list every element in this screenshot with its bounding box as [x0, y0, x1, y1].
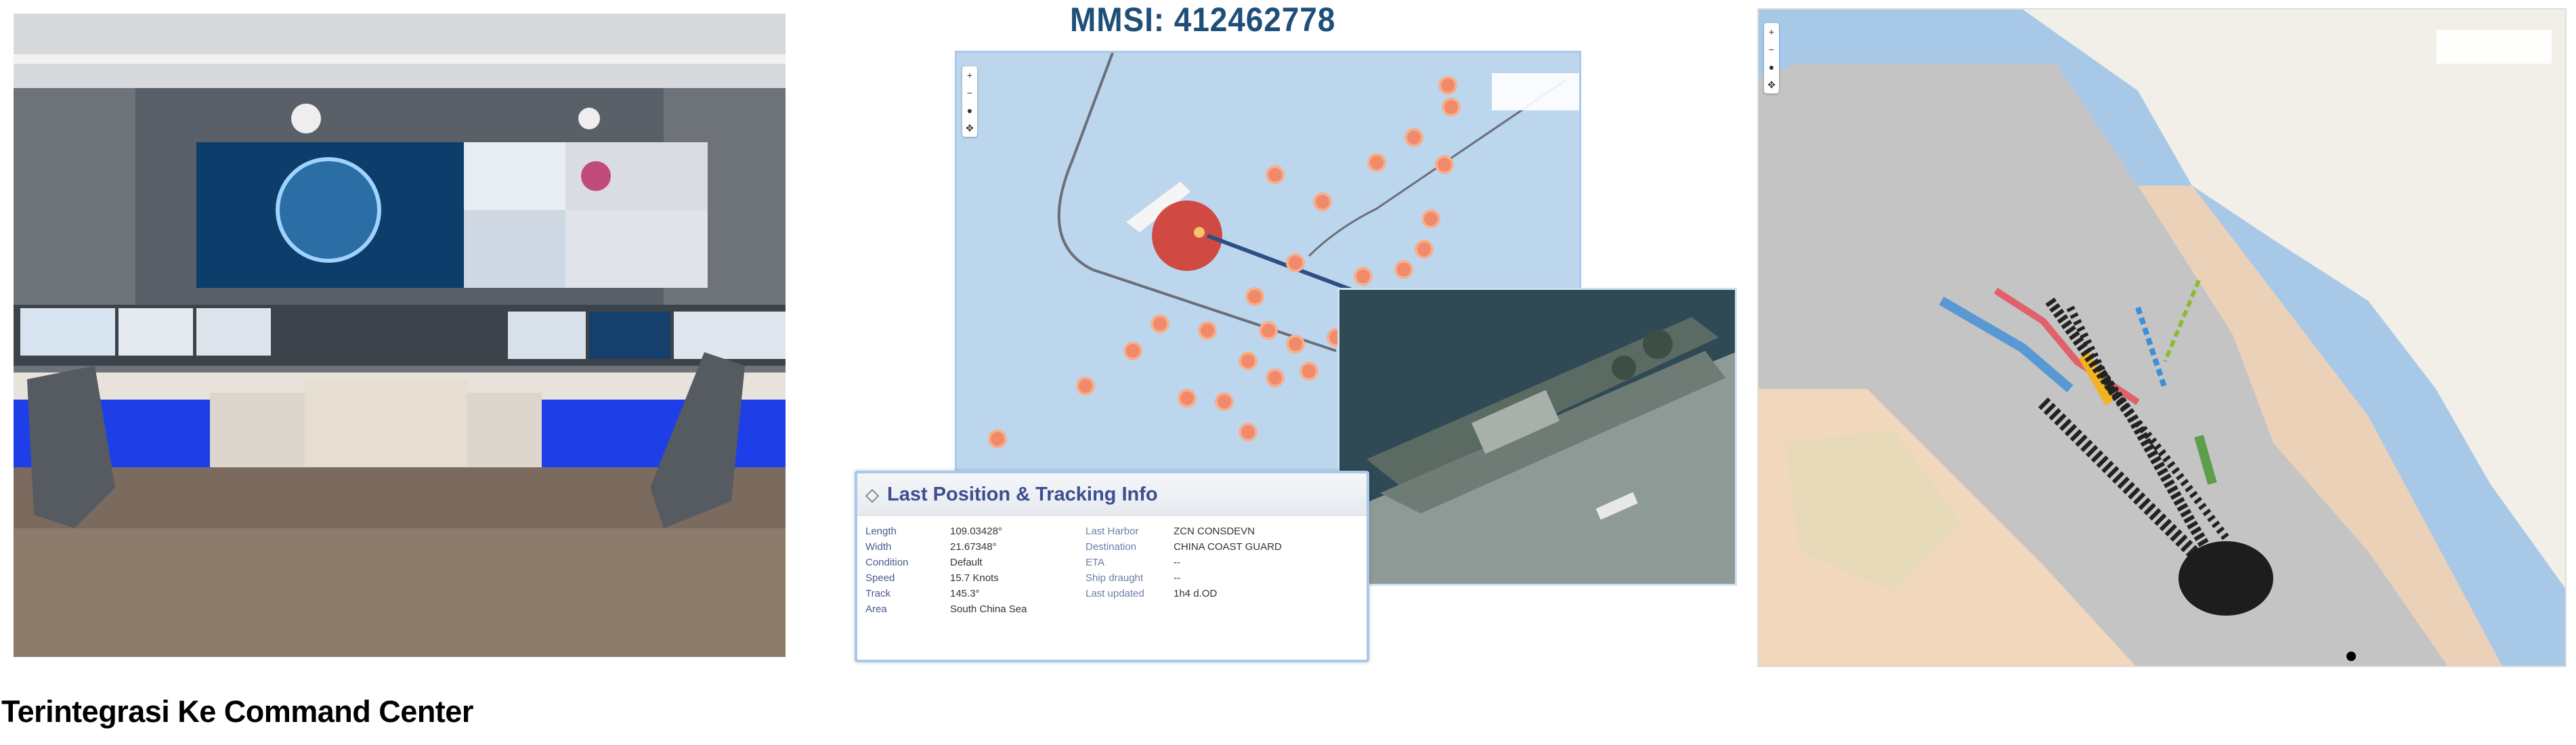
info-panel-title: Last Position & Tracking Info — [887, 483, 1158, 505]
tracking-info-panel: ◇ Last Position & Tracking Info Length 10… — [855, 471, 1369, 662]
zoom-in-icon[interactable]: + — [1768, 26, 1775, 37]
vessel-ping-markers — [988, 76, 1461, 448]
info-value: 15.7 Knots — [950, 572, 999, 584]
locate-icon[interactable]: ✥ — [1767, 79, 1776, 90]
info-value: -- — [1174, 572, 1180, 584]
info-value: ZCN CONSDEVN — [1174, 526, 1255, 537]
map-legend — [2437, 30, 2552, 64]
info-label: Area — [865, 603, 887, 615]
info-label: Length — [865, 526, 897, 537]
map-controls: + − ● ✥ — [1764, 23, 1779, 93]
info-label: Last updated — [1086, 588, 1144, 599]
track-history-map[interactable]: + − ● ✥ — [1757, 8, 2567, 667]
info-value: -- — [1174, 557, 1180, 568]
info-value: 1h4 d.OD — [1174, 588, 1218, 599]
map-legend — [1492, 73, 1579, 110]
info-label: Width — [865, 541, 892, 553]
map-controls: + − ● ✥ — [962, 66, 977, 137]
info-value — [1174, 603, 1370, 615]
info-value: 21.67348° — [950, 541, 997, 553]
info-label: Ship draught — [1086, 572, 1144, 584]
info-panel-header: ◇ Last Position & Tracking Info — [857, 473, 1367, 516]
info-label: Speed — [865, 572, 895, 584]
layers-icon[interactable]: ● — [966, 105, 973, 116]
zoom-in-icon[interactable]: + — [966, 70, 973, 81]
info-label: Condition — [865, 557, 909, 568]
info-value: CHINA COAST GUARD — [1174, 541, 1282, 553]
info-grid: Length 109.03428° Last Harbor ZCN CONSDEVN W… — [857, 516, 1367, 615]
layers-icon[interactable]: ● — [1768, 62, 1775, 72]
info-label: Destination — [1086, 541, 1137, 553]
info-label: Track — [865, 588, 890, 599]
info-label: Last Harbor — [1086, 526, 1139, 537]
selected-vessel-marker — [1152, 200, 1222, 271]
zoom-out-icon[interactable]: − — [966, 87, 973, 98]
info-value: Default — [950, 557, 983, 568]
zoom-out-icon[interactable]: − — [1768, 44, 1775, 55]
command-center-photo — [14, 14, 786, 657]
section-caption: Terintegrasi Ke Command Center — [1, 694, 473, 729]
city-marker — [2346, 652, 2356, 661]
locate-icon[interactable]: ✥ — [966, 122, 974, 133]
diamond-icon: ◇ — [865, 484, 879, 505]
mmsi-title: MMSI: 412462778 — [1070, 1, 1336, 39]
info-value: South China Sea — [950, 603, 1027, 615]
info-value: 109.03428° — [950, 526, 1002, 537]
info-label — [1086, 603, 1174, 615]
vessel-tracks — [1939, 279, 2273, 616]
ship-satellite-photo — [1337, 288, 1737, 586]
info-value: 145.3° — [950, 588, 980, 599]
info-label: ETA — [1086, 557, 1105, 568]
